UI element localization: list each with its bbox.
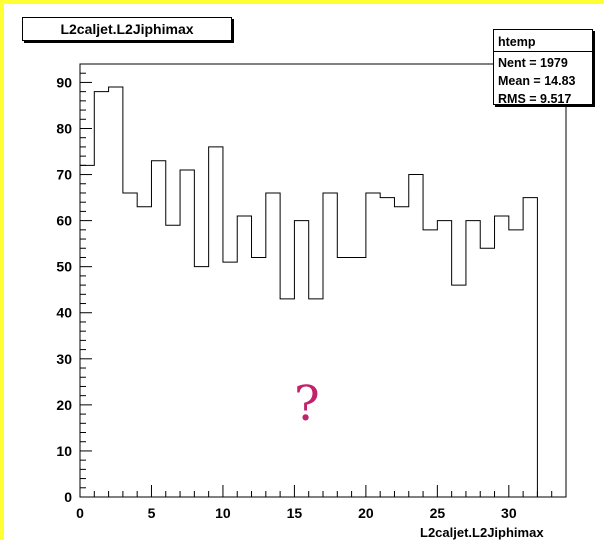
histogram-title: L2caljet.L2Jiphimax	[22, 17, 232, 41]
y-tick-label: 80	[56, 120, 72, 136]
x-axis-label: L2caljet.L2Jiphimax	[420, 525, 544, 540]
y-tick-label: 70	[56, 167, 72, 183]
y-tick-label: 10	[56, 443, 72, 459]
y-tick-label: 90	[56, 74, 72, 90]
y-axis-tick-labels: 0 10 20 30 40 50 60 70 80 90	[56, 74, 72, 505]
y-tick-label: 20	[56, 397, 72, 413]
x-tick-label: 5	[148, 505, 156, 521]
x-tick-label: 25	[430, 505, 446, 521]
x-tick-label: 15	[287, 505, 303, 521]
histogram-plot: 0 5 10 15 20 25 30 0 10 20 30 40 50 60 70 80 90	[56, 63, 567, 521]
stats-entries: Nent = 1979	[498, 56, 568, 70]
x-tick-label: 10	[215, 505, 231, 521]
y-axis-ticks	[80, 63, 92, 498]
stats-mean: Mean = 14.83	[498, 74, 576, 88]
question-mark-annotation: ?	[294, 376, 320, 432]
x-axis-tick-labels: 0 5 10 15 20 25 30	[76, 505, 517, 521]
stats-rms: RMS = 9.517	[498, 92, 572, 106]
stats-histogram-name: htemp	[494, 33, 592, 52]
y-tick-label: 40	[56, 305, 72, 321]
y-tick-label: 60	[56, 213, 72, 229]
histogram-line	[79, 86, 538, 497]
x-tick-label: 20	[358, 505, 374, 521]
y-tick-label: 0	[64, 489, 72, 505]
y-tick-label: 30	[56, 351, 72, 367]
statistics-box: htemp Nent = 1979 Mean = 14.83 RMS = 9.5…	[493, 29, 593, 106]
x-tick-label: 30	[501, 505, 517, 521]
x-tick-label: 0	[76, 505, 84, 521]
y-tick-label: 50	[56, 259, 72, 275]
